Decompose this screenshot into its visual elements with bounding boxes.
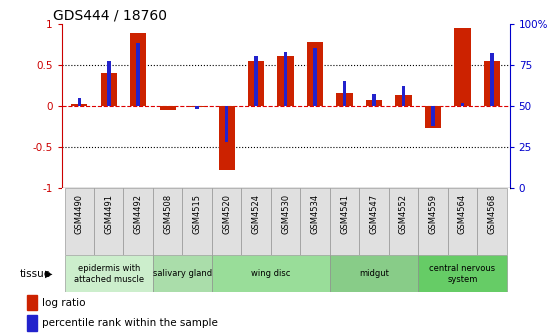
Bar (343, 81, 346, 106)
Text: GSM4524: GSM4524 (251, 194, 260, 234)
Bar (130, 33, 146, 106)
Bar (307, 42, 323, 106)
Text: GSM4515: GSM4515 (193, 194, 202, 234)
Bar (313, 48, 317, 106)
Bar (241, 188, 271, 255)
Text: GSM4520: GSM4520 (222, 194, 231, 234)
Text: GSM4492: GSM4492 (134, 194, 143, 234)
Text: GSM4508: GSM4508 (163, 194, 172, 234)
Bar (490, 53, 494, 106)
Text: GDS444 / 18760: GDS444 / 18760 (53, 8, 167, 23)
Bar (360, 188, 389, 255)
Bar (225, 106, 228, 142)
Bar (278, 56, 293, 106)
Bar (389, 188, 418, 255)
Text: log ratio: log ratio (43, 298, 86, 308)
Text: GSM4559: GSM4559 (428, 194, 437, 234)
Bar (425, 106, 441, 128)
Text: GSM4547: GSM4547 (370, 194, 379, 234)
Bar (454, 28, 470, 106)
Bar (248, 60, 264, 106)
Bar (330, 255, 418, 292)
Bar (183, 188, 212, 255)
Bar (94, 188, 124, 255)
Text: GSM4541: GSM4541 (340, 194, 349, 234)
Bar (101, 73, 117, 106)
Bar (284, 51, 287, 106)
Bar (153, 188, 183, 255)
Text: wing disc: wing disc (251, 269, 291, 278)
Text: GSM4568: GSM4568 (487, 194, 496, 234)
Text: tissue: tissue (20, 269, 51, 279)
Text: central nervous
system: central nervous system (430, 264, 496, 284)
Bar (337, 93, 353, 106)
Bar (461, 102, 464, 106)
Bar (271, 188, 300, 255)
Text: GSM4530: GSM4530 (281, 194, 290, 234)
Bar (71, 104, 87, 106)
Bar (218, 106, 235, 170)
Bar (300, 188, 330, 255)
Bar (330, 188, 360, 255)
Text: GSM4490: GSM4490 (75, 194, 84, 234)
Bar (254, 56, 258, 106)
Bar (153, 255, 212, 292)
Bar (366, 100, 382, 106)
Bar (477, 188, 507, 255)
Bar (418, 255, 507, 292)
Text: GSM4491: GSM4491 (104, 194, 113, 234)
Bar (447, 188, 477, 255)
Bar (124, 188, 153, 255)
Bar (189, 106, 206, 108)
Bar (431, 106, 435, 126)
Text: GSM4534: GSM4534 (311, 194, 320, 234)
Text: ▶: ▶ (45, 269, 52, 279)
Text: GSM4564: GSM4564 (458, 194, 467, 234)
Bar (27, 295, 38, 310)
Text: epidermis with
attached muscle: epidermis with attached muscle (74, 264, 144, 284)
Bar (402, 86, 405, 106)
Text: salivary gland: salivary gland (153, 269, 212, 278)
Bar (64, 188, 94, 255)
Bar (418, 188, 447, 255)
Bar (64, 255, 153, 292)
Bar (195, 106, 199, 109)
Text: percentile rank within the sample: percentile rank within the sample (43, 319, 218, 328)
Text: GSM4552: GSM4552 (399, 194, 408, 234)
Bar (107, 61, 110, 106)
Bar (27, 315, 38, 331)
Bar (372, 94, 376, 106)
Bar (160, 106, 176, 110)
Bar (212, 255, 330, 292)
Bar (137, 43, 140, 106)
Bar (484, 60, 500, 106)
Bar (212, 188, 241, 255)
Bar (395, 95, 412, 106)
Text: midgut: midgut (359, 269, 389, 278)
Bar (77, 98, 81, 106)
